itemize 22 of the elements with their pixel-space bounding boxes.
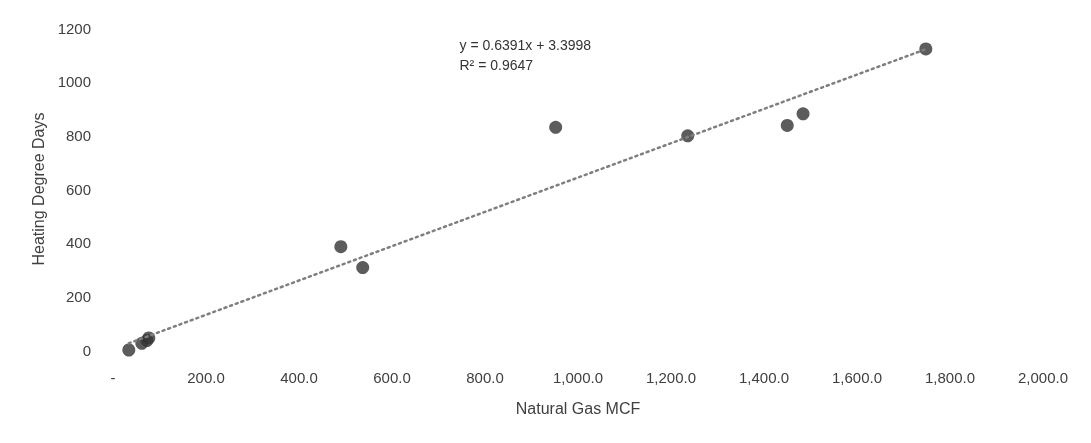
y-tick-label: 200 — [65, 287, 91, 305]
x-tick-label: 1,400.0 — [738, 369, 790, 386]
y-tick-label: 800 — [65, 126, 91, 144]
x-tick-label: 1,200.0 — [645, 369, 697, 386]
annotation: y = 0.6391x + 3.3998 — [459, 37, 592, 53]
y-tick-label: 0 — [82, 341, 91, 359]
y-tick-label: 400 — [65, 234, 91, 252]
x-tick-label: - — [110, 369, 116, 386]
x-axis-title: Natural Gas MCF — [515, 399, 641, 417]
x-tick-label: 600.0 — [373, 369, 411, 386]
x-tick-label: 1,800.0 — [924, 369, 976, 386]
x-tick-label: 1,000.0 — [552, 369, 604, 386]
annotation: R² = 0.9647 — [459, 57, 534, 73]
x-tick-label: 2,000.0 — [1017, 369, 1069, 386]
y-tick-label: 600 — [65, 180, 91, 198]
y-axis-title: Heating Degree Days — [30, 112, 48, 266]
x-tick-label: 400.0 — [280, 369, 318, 386]
x-tick-label: 800.0 — [466, 369, 504, 386]
y-tick-label: 1000 — [57, 73, 91, 91]
x-tick-label: 1,600.0 — [831, 369, 883, 386]
x-tick-label: 200.0 — [187, 369, 225, 386]
y-tick-label: 1200 — [57, 19, 91, 37]
